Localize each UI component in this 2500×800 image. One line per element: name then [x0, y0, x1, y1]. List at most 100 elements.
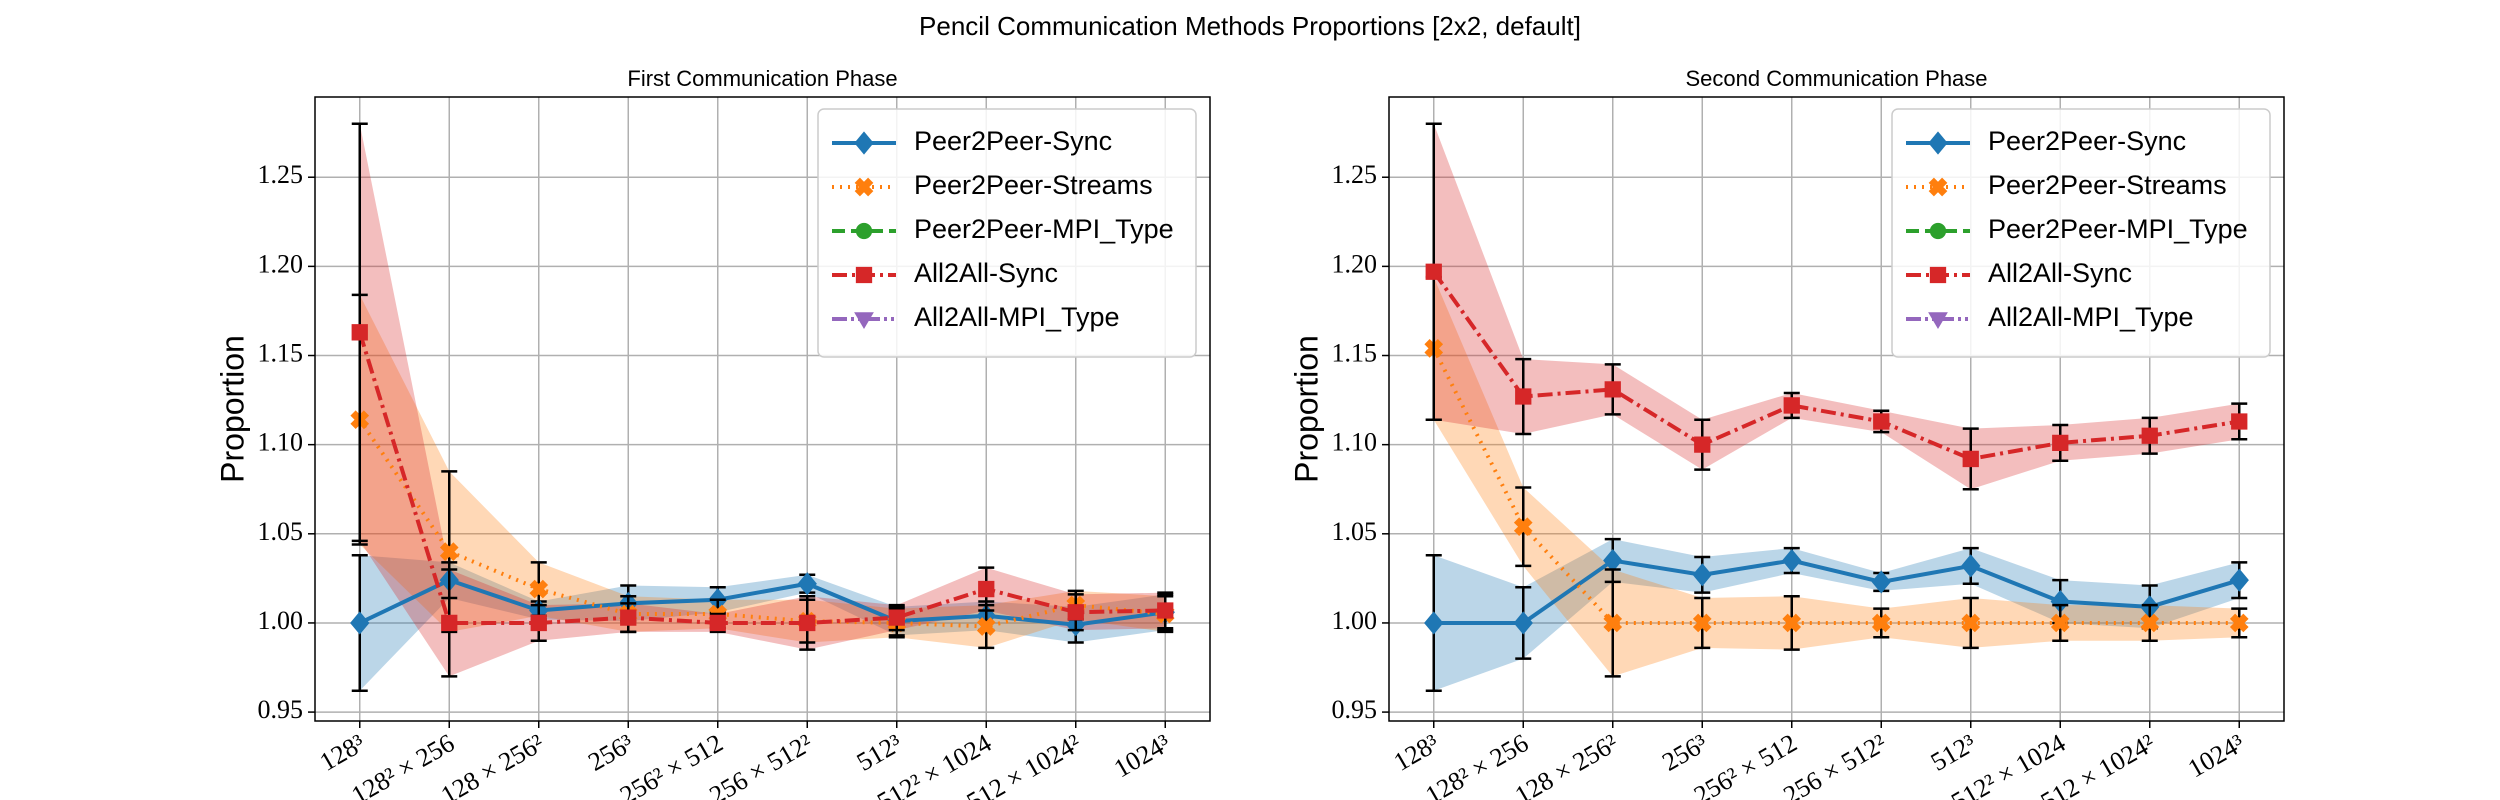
legend-label: All2All-MPI_Type	[914, 302, 1120, 332]
legend: Peer2Peer-Sync Peer2Peer-Streams Peer2Peer…	[1891, 108, 2271, 358]
data-point	[1425, 263, 1442, 280]
y-tick-label: 1.10	[1332, 428, 1378, 457]
legend-label: Peer2Peer-MPI_Type	[914, 214, 1174, 244]
legend-box	[817, 108, 1197, 358]
data-point	[1692, 613, 1712, 633]
error-band	[359, 123, 1166, 677]
y-tick-label: 0.95	[258, 695, 304, 724]
data-point	[2140, 613, 2160, 633]
series-line	[357, 331, 1166, 625]
subplot-title: First Communication Phase	[627, 66, 897, 91]
data-point	[2229, 613, 2249, 633]
legend-label: All2All-MPI_Type	[1988, 302, 2194, 332]
axes-frame	[1388, 96, 2285, 722]
figure-title: Pencil Communication Methods Proportions…	[919, 11, 1581, 41]
data-point	[529, 579, 549, 599]
y-tick-label: 1.00	[1332, 606, 1378, 635]
data-point	[530, 614, 547, 632]
y-tick-label: 1.20	[258, 249, 304, 278]
data-point	[2229, 568, 2249, 592]
data-point	[1961, 613, 1981, 633]
series-line	[1432, 270, 2240, 461]
legend-marker	[854, 312, 874, 329]
legend-label: All2All-Sync	[914, 258, 1058, 288]
y-tick-label: 0.95	[1332, 695, 1378, 724]
data-point	[441, 614, 458, 632]
data-point	[1157, 602, 1174, 619]
legend-marker	[1929, 222, 1947, 240]
data-point	[620, 609, 637, 626]
data-point	[1782, 548, 1802, 573]
legend-marker	[1928, 312, 1948, 329]
data-point	[351, 324, 368, 341]
error-band	[1433, 539, 2240, 691]
legend-marker	[1928, 131, 1948, 155]
data-point	[2141, 427, 2158, 444]
legend: Peer2Peer-Sync Peer2Peer-Streams Peer2Peer…	[817, 108, 1197, 358]
data-point	[2231, 413, 2248, 430]
legend-label: Peer2Peer-MPI_Type	[1988, 214, 2248, 244]
y-tick-label: 1.15	[258, 338, 304, 367]
y-tick-label: 1.05	[1332, 517, 1378, 546]
y-tick-label: 1.20	[1332, 249, 1378, 278]
data-point	[1424, 611, 1444, 635]
legend-marker	[854, 177, 874, 197]
data-point	[1067, 604, 1084, 621]
legend-label: Peer2Peer-Streams	[914, 170, 1153, 200]
legend-label: Peer2Peer-Streams	[1988, 170, 2227, 200]
data-point	[709, 614, 726, 632]
axes-frame	[314, 96, 1211, 722]
y-tick-label: 1.25	[1332, 160, 1378, 189]
error-band	[359, 294, 1166, 648]
y-axis-label: Proportion	[214, 335, 250, 483]
legend-marker	[1928, 177, 1948, 197]
legend-label: Peer2Peer-Sync	[914, 126, 1112, 156]
data-point	[1873, 413, 1890, 430]
legend-label: All2All-Sync	[1988, 258, 2132, 288]
legend-marker	[854, 131, 874, 155]
y-tick-label: 1.00	[258, 606, 304, 635]
data-point	[1692, 563, 1712, 587]
data-point	[1515, 388, 1532, 405]
subplot-title: Second Communication Phase	[1685, 66, 1987, 91]
data-point	[976, 617, 996, 636]
y-tick-label: 1.25	[258, 160, 304, 189]
data-point	[2050, 613, 2070, 633]
legend-marker	[855, 222, 873, 240]
data-point	[1513, 517, 1533, 537]
error-band	[1433, 277, 2240, 677]
legend-box	[1891, 108, 2271, 358]
data-point	[1782, 613, 1802, 633]
legend-marker	[1929, 266, 1947, 284]
data-point	[1513, 611, 1533, 635]
error-band	[1433, 123, 2240, 490]
y-axis-label: Proportion	[1288, 335, 1324, 483]
data-point	[1603, 613, 1623, 633]
error-band	[359, 555, 1166, 691]
series-line	[1433, 558, 2240, 625]
data-point	[888, 609, 905, 626]
series-line	[1431, 347, 2240, 625]
series-line	[358, 418, 1166, 629]
data-point	[350, 611, 370, 635]
data-point	[1604, 381, 1621, 398]
data-point	[1961, 554, 1981, 578]
data-point	[1694, 436, 1711, 453]
series-line	[358, 577, 1166, 627]
data-point	[2052, 434, 2069, 452]
legend-label: Peer2Peer-Sync	[1988, 126, 2186, 156]
data-point	[1871, 613, 1891, 633]
y-tick-label: 1.10	[258, 428, 304, 457]
legend-marker	[855, 266, 873, 284]
data-point	[1783, 397, 1800, 414]
y-tick-label: 1.05	[258, 517, 304, 546]
data-point	[439, 542, 459, 561]
y-tick-label: 1.15	[1332, 338, 1378, 367]
data-point	[799, 614, 816, 632]
data-point	[797, 572, 817, 596]
data-point	[1871, 570, 1891, 594]
data-point	[1962, 450, 1979, 468]
data-point	[978, 580, 995, 598]
